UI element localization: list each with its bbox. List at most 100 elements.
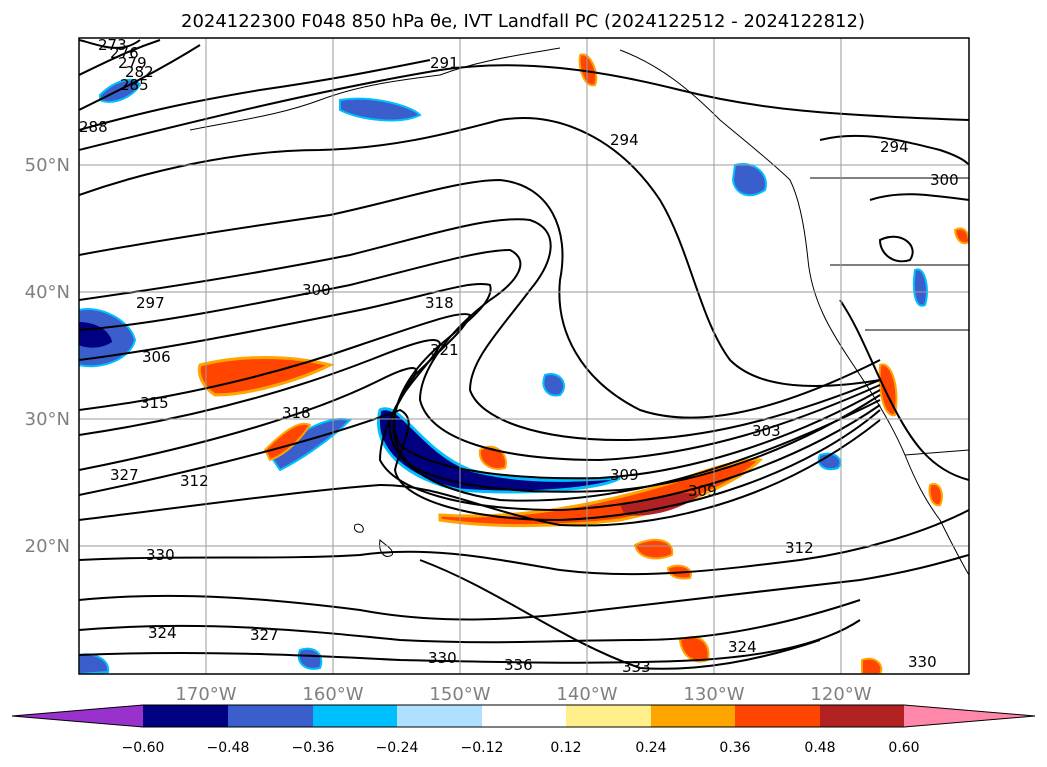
contour-label: 306 [142,348,171,366]
colorbar-tick-label: 0.48 [804,740,835,756]
gridlines [79,38,969,674]
colorbar-tick-label: −0.24 [376,740,419,756]
figure-title: 2024122300 F048 850 hPa θe, IVT Landfall… [181,11,865,32]
colorbar-extend-max [904,705,1035,727]
border-us-mexico [904,449,969,456]
contour-line [79,419,881,527]
contour-label: 297 [136,294,165,312]
contour-label: 336 [504,656,533,674]
contour-line [819,134,969,166]
contour-line [839,299,969,481]
colorbar-tick-label: −0.12 [461,740,504,756]
ivt-shade-positive [263,422,312,462]
contour-label: 285 [120,76,149,94]
contour-label: 294 [880,138,909,156]
contour-label: 300 [930,171,959,189]
colorbar-outline [11,704,1036,728]
contour-line [79,509,969,576]
ivt-shade-positive [438,458,764,528]
contour-label: 291 [430,54,459,72]
lon-label: 170°W [175,684,236,705]
contour-line [79,44,201,111]
ivt-shade-negative [339,97,422,122]
contour-line [79,117,881,387]
ivt-shading [79,53,969,674]
colorbar-segment [651,705,735,727]
colorbar-segment [482,705,566,727]
ivt-shade-positive [861,657,883,674]
contour-line [79,59,431,131]
latitude-labels: 50°N 40°N 30°N 20°N [25,155,70,557]
contour-label: 318 [425,294,454,312]
colorbar-segment [820,705,904,727]
colorbar-tick-label: 0.12 [550,740,581,756]
colorbar-segment [313,705,397,727]
contour-labels: 273 276 279 282 285 288 291 294 294 297 … [79,36,959,676]
contour-label: 312 [785,539,814,557]
theta-e-contours [79,39,969,670]
ivt-shade-positive [620,493,700,516]
colorbar-tick-label: −0.48 [207,740,250,756]
colorbar-segment [735,705,820,727]
ivt-shade-positive [197,356,335,397]
contour-label: 327 [250,626,279,644]
contour-label: 309 [688,482,717,500]
contour-label: 312 [180,472,209,490]
contour-line [79,39,161,76]
lat-label: 40°N [25,282,70,303]
ivt-shade-negative [542,373,565,397]
contour-label: 303 [752,422,781,440]
contour-label: 330 [146,546,175,564]
colorbar-extend-min [12,705,143,727]
contour-label: 300 [302,281,331,299]
colorbar-tick-label: 0.24 [635,740,666,756]
lon-label: 120°W [810,684,871,705]
contour-line [79,39,141,49]
colorbar-segment [397,705,482,727]
contour-label: 279 [118,54,147,72]
ivt-shade-positive [928,483,943,507]
ivt-shade-negative [912,268,928,307]
contour-line [79,64,969,151]
lat-label: 20°N [25,536,70,557]
ivt-shade-positive [633,538,674,560]
lat-label: 30°N [25,409,70,430]
contour-line [869,193,969,201]
coastlines [189,47,969,576]
colorbar-segment [566,705,651,727]
contour-label: 324 [148,624,177,642]
contour-label: 276 [110,44,139,62]
ivt-shade-positive [953,227,969,245]
contour-label: 330 [908,653,937,671]
contour-label: 318 [282,404,311,422]
colorbar: −0.60 −0.48 −0.36 −0.24 −0.12 0.12 0.24 … [11,704,1036,756]
colorbar-tick-label: 0.36 [719,740,750,756]
contour-label: 327 [110,466,139,484]
colorbar-tick-label: 0.60 [888,740,919,756]
coastline-alaska [189,47,561,131]
contour-label: 333 [622,658,651,676]
colorbar-tick-label: −0.60 [122,740,165,756]
ivt-shade-negative [731,163,767,197]
lat-label: 50°N [25,155,70,176]
contour-line [79,283,881,480]
contour-label: 321 [430,341,459,359]
contour-line [79,408,881,522]
contour-label: 273 [98,36,127,54]
ivt-shade-positive [578,53,598,87]
contour-label: 288 [79,118,108,136]
hawaii-island [354,523,364,533]
lon-label: 150°W [429,684,490,705]
contour-label: 282 [125,63,154,81]
colorbar-segment [228,705,313,727]
contour-line [79,218,881,442]
colorbar-ticks: −0.60 −0.48 −0.36 −0.24 −0.12 0.12 0.24 … [122,740,920,756]
contour-line [419,559,821,670]
ivt-shade-negative [377,407,621,494]
contour-label: 330 [428,649,457,667]
contour-label: 324 [728,638,757,656]
colorbar-tick-label: −0.36 [292,740,335,756]
coastline-na-west [619,49,969,576]
hawaii-island [379,538,394,557]
